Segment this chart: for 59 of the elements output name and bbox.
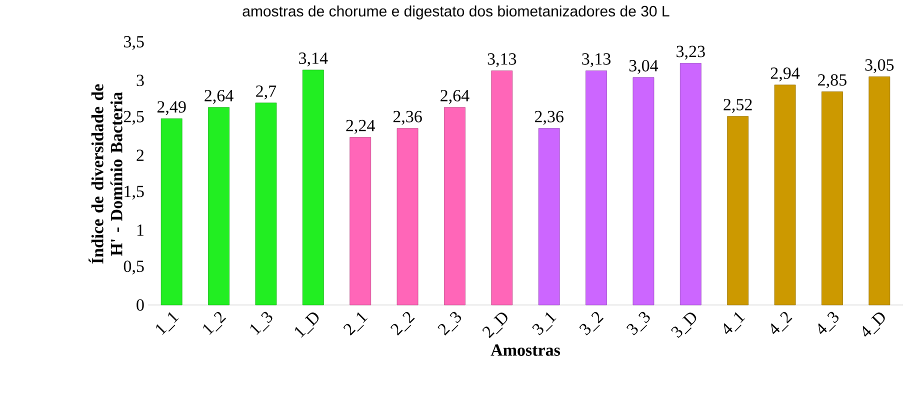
data-label: 3,13 — [582, 53, 610, 68]
y-tick-label: 2,5 — [124, 110, 144, 125]
bar — [774, 84, 796, 306]
y-tick-label: 1,5 — [124, 186, 144, 200]
x-tick-label: 2_3 — [438, 312, 462, 336]
data-label: 2,64 — [204, 90, 234, 104]
data-label: 2,49 — [157, 101, 186, 116]
bar — [491, 70, 513, 306]
y-tick-label: 1 — [137, 224, 144, 236]
x-tick-label: 1_3 — [250, 312, 272, 335]
x-axis-title: Amostras — [490, 344, 560, 356]
bar — [160, 118, 182, 306]
y-axis-title: Índice de diversidade de H' - Domínio Bacteria — [88, 84, 122, 264]
x-tick-label: 3_2 — [579, 312, 604, 336]
y-tick-label: 3,5 — [124, 36, 144, 50]
x-tick-label: 1_D — [294, 312, 319, 338]
bar — [822, 91, 843, 306]
data-label: 2,64 — [440, 90, 470, 104]
data-label: 2,36 — [534, 110, 564, 125]
data-label: 2,7 — [256, 85, 276, 100]
bar — [255, 102, 277, 306]
x-tick-label: 1_2 — [203, 312, 226, 335]
bar — [350, 137, 372, 306]
data-label: 3,14 — [299, 52, 328, 66]
data-label: 3,13 — [488, 53, 516, 68]
x-tick-label: 4_1 — [724, 312, 746, 334]
bar — [868, 76, 890, 306]
x-tick-label: 4_D — [862, 312, 885, 337]
bar — [680, 63, 702, 306]
chart-title: amostras de chorume e digestato dos biometanizadores de 30 L — [242, 6, 670, 20]
data-label: 2,52 — [724, 98, 752, 113]
x-tick-label: 2_1 — [343, 312, 368, 336]
x-tick-label: 4_2 — [771, 312, 792, 334]
bar — [302, 70, 324, 306]
bar — [727, 116, 749, 306]
bar — [632, 77, 654, 306]
y-tick-label: 0,5 — [124, 260, 144, 275]
x-tick-label: 3_3 — [626, 312, 650, 336]
x-tick-label: 3_D — [671, 312, 696, 338]
bar — [586, 70, 607, 306]
data-label: 3,04 — [629, 60, 658, 74]
bar — [538, 128, 560, 306]
data-label: 2,94 — [770, 68, 800, 82]
y-tick-label: 3 — [136, 74, 144, 86]
data-label: 2,24 — [346, 120, 375, 134]
x-tick-label: 2_D — [482, 312, 508, 338]
x-tick-label: 4_3 — [818, 312, 839, 334]
y-tick-label: 2 — [136, 150, 144, 161]
data-label: 3,23 — [676, 46, 705, 60]
x-tick-label: 2_2 — [390, 312, 415, 336]
data-label: 3,05 — [865, 59, 894, 74]
bar — [208, 107, 230, 306]
data-label: 2,85 — [818, 74, 846, 88]
data-label: 2,36 — [393, 110, 422, 125]
x-tick-label: 3_1 — [532, 312, 556, 336]
bar — [444, 107, 466, 306]
bar — [396, 128, 418, 306]
y-tick-label: 0 — [136, 299, 144, 311]
x-tick-label: 1_1 — [156, 312, 179, 335]
